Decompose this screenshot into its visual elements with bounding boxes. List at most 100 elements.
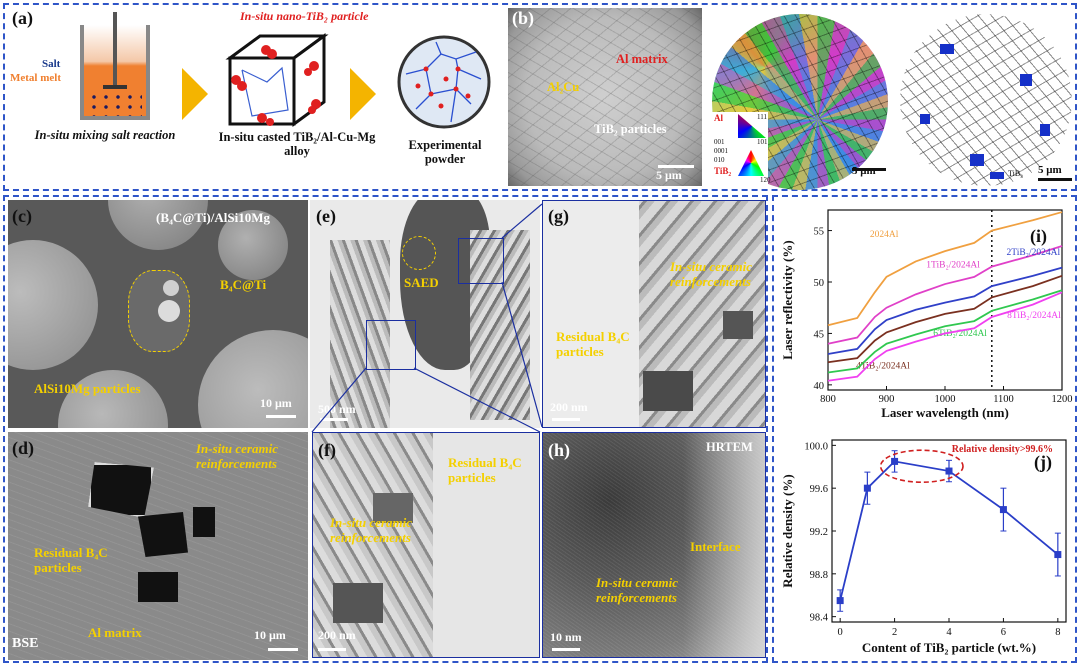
x-tick-label: 800: [820, 394, 836, 405]
scale-bar-c: [266, 415, 296, 418]
interface-label: Interface: [690, 539, 741, 554]
scale-d-text: 10 μm: [254, 628, 286, 642]
y-tick-label: 99.6: [810, 484, 828, 495]
panel-g-label: (g): [548, 206, 569, 226]
panel-e-label: (e): [316, 206, 336, 226]
series-line: [827, 291, 1063, 382]
scale-bar-b: [658, 165, 694, 168]
series-line: [827, 266, 1063, 355]
bottom-right-frame: [772, 195, 1077, 663]
scale-g-text: 200 nm: [550, 400, 588, 414]
y-tick-label: 40: [814, 381, 825, 392]
g-insitu-label: In-situ ceramic reinforcements: [670, 259, 752, 289]
panel-b-label: (b): [512, 8, 534, 28]
al2cu-label: Al₂Cu: [547, 80, 580, 94]
y-tick-label: 98.8: [810, 570, 828, 581]
stirrer-shaft: [113, 12, 117, 87]
y-axis-title: Laser reflectivity (%): [780, 240, 795, 359]
arrow-1-icon: [182, 68, 208, 120]
y-tick-label: 55: [814, 227, 825, 238]
tib2-cube: [225, 33, 329, 127]
ipf-010: 010: [714, 156, 725, 164]
scale-bar-b3: [1038, 178, 1072, 181]
data-point: [863, 484, 871, 492]
salt-label: Salt: [42, 58, 61, 70]
top-frame: [3, 3, 1077, 191]
step2-label: In-situ casted TiB₂/Al-Cu-Mg alloy: [218, 130, 376, 159]
x-tick-label: 0: [838, 627, 843, 638]
ipf-al-label: Al: [714, 113, 723, 123]
salt-dots: [88, 92, 142, 116]
x-tick-label: 8: [1055, 627, 1060, 638]
panel-d-sem: [8, 432, 308, 660]
h-insitu-label: In-situ ceramic reinforcements: [596, 575, 678, 605]
series-label: 2024Al: [870, 230, 899, 240]
d-insitu-label: In-situ ceramic reinforcements: [196, 441, 278, 471]
annotation-text: Relative density>99.6%: [952, 444, 1053, 455]
x-tick-label: 1000: [935, 394, 956, 405]
series-label: 8TiB₂/2024Al: [1007, 311, 1061, 321]
powder-sphere: [397, 35, 491, 129]
x-tick-label: 6: [1001, 627, 1006, 638]
saed-label: SAED: [404, 275, 439, 290]
series-label: 2TiB₂/2024Al: [1006, 248, 1060, 258]
y-tick-label: 45: [814, 329, 825, 340]
ipf-001: 001: [714, 138, 725, 146]
zoom-box-g: [458, 238, 504, 284]
ipf-120: 120: [760, 176, 771, 184]
step1-label: In-situ mixing salt reaction: [34, 128, 176, 142]
panel-f-tem: [312, 432, 540, 658]
series-line: [827, 274, 1063, 364]
x-axis-title: Content of TiB₂ particle (wt.%): [862, 640, 1036, 655]
panel-c-label: (c): [12, 206, 32, 226]
scale-c-text: 10 μm: [260, 396, 292, 410]
data-point: [999, 506, 1007, 514]
panel-h-hrtem: [542, 432, 766, 658]
panel-g-tem: [542, 200, 766, 428]
scale-b3-text: 5 μm: [1038, 164, 1062, 176]
annotation-ellipse: [879, 449, 964, 484]
series-line: [827, 289, 1063, 374]
bottom-left-frame: [3, 195, 768, 663]
y-tick-label: 98.4: [810, 613, 829, 624]
hrtem-label: HRTEM: [706, 440, 753, 454]
data-point: [891, 457, 899, 465]
saed-circle: [402, 236, 436, 270]
scale-bar-e: [320, 418, 348, 421]
data-point: [945, 467, 953, 475]
arrow-2-icon: [350, 68, 376, 120]
scale-bar-g: [552, 418, 580, 421]
panel-a-label: (a): [12, 8, 33, 28]
panel-d-label: (d): [12, 438, 34, 458]
series-label: 6TiB₂/2024Al: [933, 329, 987, 339]
chart-relative-density: 0 2 4 6 8 98.4 98.8 99.2 99.6 100.0 Relative densi…: [780, 439, 1067, 655]
y-axis-title: Relative density (%): [780, 474, 795, 587]
panel-h-label: (h): [548, 440, 570, 460]
scale-bar-b2: [852, 168, 886, 171]
y-tick-label: 99.2: [810, 527, 828, 538]
data-point: [1054, 551, 1062, 559]
ipf-101: 101: [757, 138, 768, 146]
panel-b-sem: [508, 8, 702, 186]
panel-c-title: (B₄C@Ti)/AlSi10Mg: [156, 210, 270, 225]
scale-f-text: 200 nm: [318, 628, 356, 642]
series-line: [827, 245, 1063, 345]
chart-j-label: (j): [1034, 452, 1052, 472]
scale-b2-text: 5 μm: [852, 165, 876, 177]
scale-e-text: 500 nm: [318, 402, 356, 416]
particle-label: In-situ nano-TiB₂ particle: [240, 9, 369, 23]
chart-i-label: (i): [1030, 226, 1047, 246]
ipf-0001: 0001: [714, 147, 728, 155]
d-matrix-label: Al matrix: [88, 625, 142, 640]
y-tick-label: 100.0: [804, 441, 828, 452]
data-point: [836, 597, 844, 605]
scale-bar-f: [318, 648, 346, 651]
ebsd-map: [712, 14, 888, 190]
panel-f-label: (f): [318, 440, 336, 460]
f-residual-label: Residual B₄C particles: [448, 455, 522, 485]
step3-label: Experimental powder: [408, 138, 482, 167]
alsi-label: AlSi10Mg particles: [34, 381, 141, 396]
scale-bar-d: [268, 648, 298, 651]
legend-swatch: [990, 172, 1004, 179]
